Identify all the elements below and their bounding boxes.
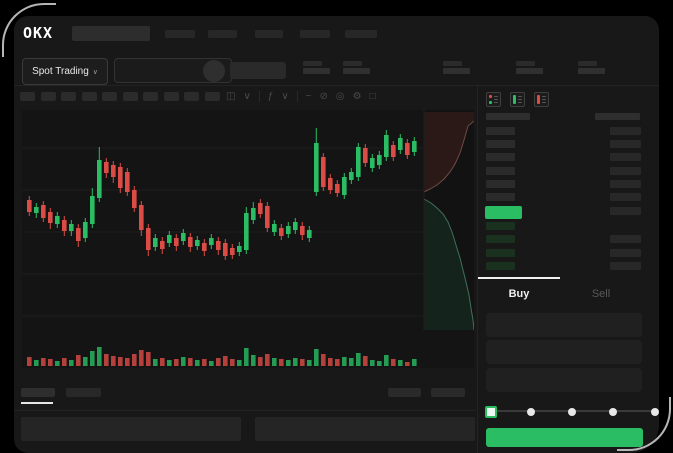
bid-amount-placeholder — [610, 262, 641, 270]
nav-item-placeholder[interactable] — [255, 30, 283, 38]
orderbook-header-price-placeholder — [486, 113, 530, 120]
candlestick-style-icon[interactable]: ◫ — [226, 90, 236, 102]
market-type-selector[interactable]: Spot Trading ∨ — [22, 58, 108, 85]
market-type-label: Spot Trading — [32, 66, 89, 77]
bid-price-placeholder[interactable] — [486, 235, 515, 243]
bottom-action-placeholder[interactable] — [388, 388, 421, 397]
nav-item-placeholder[interactable] — [208, 30, 237, 38]
timeframe-button-placeholder[interactable] — [122, 92, 138, 101]
timeframe-button-placeholder[interactable] — [204, 92, 220, 101]
price-input-placeholder[interactable] — [486, 313, 642, 337]
nav-item-placeholder[interactable] — [345, 30, 377, 38]
header-divider — [14, 85, 659, 86]
orders-panel-placeholder — [21, 417, 241, 441]
book-split-view-icon[interactable] — [486, 92, 501, 107]
orders-tab-placeholder[interactable] — [21, 388, 55, 397]
ask-amount-placeholder — [610, 193, 641, 201]
toolbar-divider — [258, 90, 260, 102]
stat-value-placeholder — [443, 68, 470, 74]
stat-label-placeholder — [303, 61, 322, 66]
slider-stop-dot[interactable] — [651, 408, 659, 416]
okx-logo[interactable]: OKX — [23, 24, 54, 42]
nav-item-placeholder[interactable] — [165, 30, 195, 38]
timeframe-button-placeholder[interactable] — [40, 92, 56, 101]
slider-stop-dot[interactable] — [568, 408, 576, 416]
bid-price-placeholder[interactable] — [486, 262, 515, 270]
settings-gear-icon[interactable]: ⚙ — [352, 90, 362, 102]
orders-panel-placeholder — [255, 417, 475, 441]
tab-sell[interactable]: Sell — [591, 288, 611, 300]
slider-handle[interactable] — [485, 406, 497, 418]
active-tab-underline — [21, 402, 53, 404]
stat-label-placeholder — [343, 61, 362, 66]
stat-label-placeholder — [578, 61, 597, 66]
chart-toolbar-icons: ◫ ∨ ƒ ∨ ~ ⊘ ◎ ⚙ □ — [226, 89, 376, 103]
ask-price-placeholder[interactable] — [486, 153, 515, 161]
indicators-icon[interactable]: ƒ — [267, 90, 274, 102]
ask-amount-placeholder — [610, 140, 641, 148]
last-price-pill[interactable] — [485, 206, 522, 219]
slider-stop-dot[interactable] — [527, 408, 535, 416]
chevron-down-icon[interactable]: ∨ — [281, 90, 289, 102]
toolbar-divider — [296, 90, 298, 102]
camera-icon[interactable]: ◎ — [335, 90, 345, 102]
total-input-placeholder[interactable] — [486, 368, 642, 392]
ask-price-placeholder[interactable] — [486, 180, 515, 188]
trade-tabs: Buy Sell — [478, 277, 642, 307]
ask-price-placeholder[interactable] — [486, 167, 515, 175]
book-asks-view-icon[interactable] — [534, 92, 549, 107]
timeframe-button-placeholder[interactable] — [20, 92, 35, 101]
coin-avatar — [203, 60, 225, 82]
ask-amount-placeholder — [610, 167, 641, 175]
stat-value-placeholder — [516, 68, 543, 74]
ask-amount-placeholder — [610, 180, 641, 188]
line-tool-icon[interactable]: ~ — [305, 90, 312, 102]
okx-app-window: OKX Spot Trading ∨ ∨ ◫ ∨ ƒ ∨ ~ ⊘ ◎ ⚙ □ Buy — [14, 16, 659, 453]
search-bar-placeholder[interactable] — [72, 26, 150, 41]
stat-label-placeholder — [516, 61, 535, 66]
chevron-down-icon: ∨ — [92, 68, 98, 76]
orderbook-view-toggles — [486, 92, 549, 107]
chevron-down-icon[interactable]: ∨ — [243, 90, 251, 102]
ask-price-placeholder[interactable] — [486, 140, 515, 148]
timeframe-button-placeholder[interactable] — [163, 92, 179, 101]
ask-amount-placeholder — [610, 127, 641, 135]
slider-stop-dot[interactable] — [609, 408, 617, 416]
bid-amount-placeholder — [610, 249, 641, 257]
buy-submit-button[interactable] — [486, 428, 643, 447]
history-tab-placeholder[interactable] — [66, 388, 101, 397]
bid-price-placeholder[interactable] — [486, 249, 515, 257]
ask-price-placeholder[interactable] — [486, 193, 515, 201]
ask-price-placeholder[interactable] — [486, 127, 515, 135]
bottom-action-placeholder[interactable] — [431, 388, 465, 397]
pair-name-placeholder — [230, 62, 286, 79]
timeframe-button-placeholder[interactable] — [81, 92, 97, 101]
book-bids-view-icon[interactable] — [510, 92, 525, 107]
stat-label-placeholder — [443, 61, 462, 66]
panel-divider — [477, 86, 478, 453]
timeframe-button-placeholder[interactable] — [102, 92, 117, 101]
stat-value-placeholder — [578, 68, 605, 74]
fullscreen-icon[interactable]: □ — [369, 90, 376, 102]
stat-value-placeholder — [343, 68, 370, 74]
timeframe-button-placeholder[interactable] — [143, 92, 158, 101]
timeframe-button-placeholder[interactable] — [184, 92, 199, 101]
bid-price-placeholder[interactable] — [486, 222, 515, 230]
eraser-tool-icon[interactable]: ⊘ — [319, 90, 328, 102]
orderbook-header-amount-placeholder — [595, 113, 640, 120]
ask-amount-placeholder — [610, 207, 641, 215]
chart-svg[interactable] — [22, 110, 474, 368]
bottom-divider — [14, 410, 475, 411]
nav-item-placeholder[interactable] — [300, 30, 330, 38]
timeframe-button-placeholder[interactable] — [61, 92, 76, 101]
tab-buy[interactable]: Buy — [478, 277, 560, 307]
stat-value-placeholder — [303, 68, 330, 74]
ask-amount-placeholder — [610, 153, 641, 161]
bid-amount-placeholder — [610, 235, 641, 243]
amount-input-placeholder[interactable] — [486, 340, 642, 364]
